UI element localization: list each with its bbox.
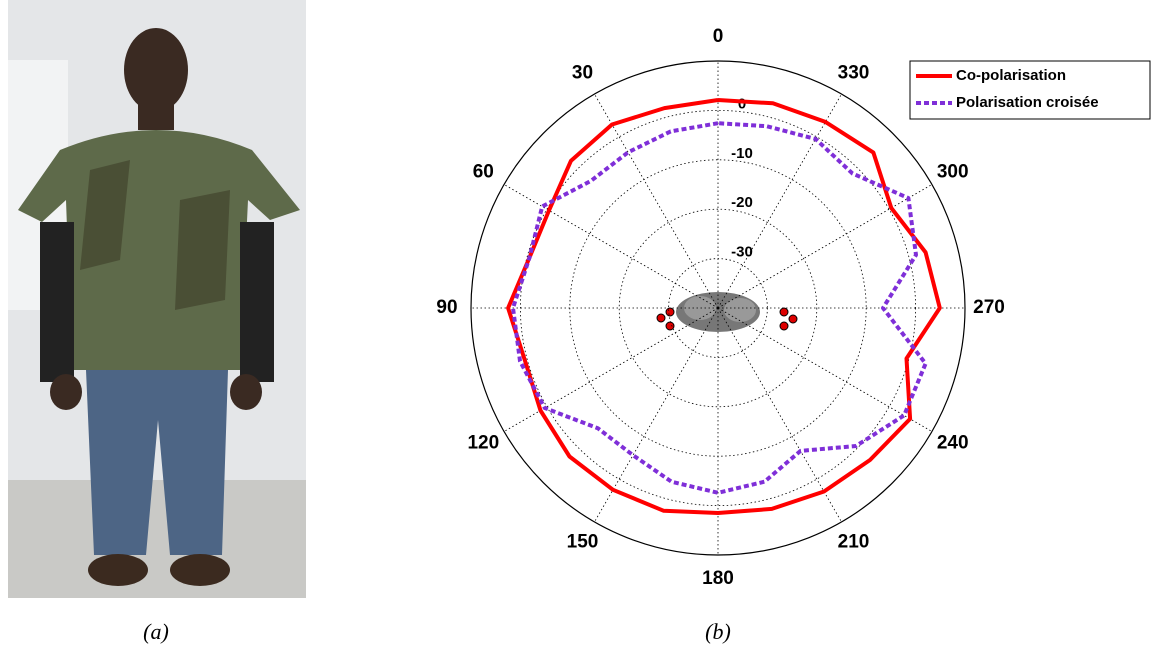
theta-tick-label: 180 [702, 568, 734, 589]
grid-spoke [717, 307, 842, 523]
r-tick-label: -10 [731, 145, 753, 162]
grid-spoke [717, 184, 933, 309]
legend-label: Polarisation croisée [956, 94, 1099, 111]
caption: (b) [705, 619, 731, 644]
grid-spoke [503, 184, 719, 309]
grid-spoke [594, 93, 719, 309]
theta-tick-label: 30 [572, 62, 593, 83]
photo [8, 0, 306, 598]
grid-spoke [503, 307, 719, 432]
theta-tick-label: 300 [937, 162, 969, 183]
legend-label: Co-polarisation [956, 67, 1066, 84]
theta-tick-label: 330 [838, 62, 870, 83]
series-line [506, 98, 942, 515]
grid-ring [520, 109, 917, 507]
series-line [511, 121, 928, 495]
polar-axes: -30 -20 -10 0 0 30 60 90 120 150 180 210 240 270 300 33… [436, 26, 1004, 589]
theta-tick-label: 120 [467, 433, 499, 454]
polar-frame [470, 60, 966, 556]
legend: Co-polarisation Polarisation croisée [909, 60, 1151, 120]
r-tick-label: 0 [738, 95, 746, 112]
grid-spoke [717, 93, 842, 309]
theta-tick-label: 240 [937, 433, 969, 454]
theta-tick-label: 60 [473, 162, 494, 183]
r-tick-label: -20 [731, 194, 753, 211]
grid-spoke [717, 307, 933, 432]
theta-tick-label: 150 [567, 532, 599, 553]
theta-tick-label: 270 [973, 297, 1005, 318]
legend-box [909, 60, 1151, 120]
theta-tick-label: 0 [713, 26, 724, 47]
caption: (a) [143, 619, 169, 644]
r-tick-label: -30 [731, 244, 753, 261]
body-model [656, 292, 798, 332]
grid-spoke [594, 307, 719, 523]
theta-tick-label: 210 [838, 532, 870, 553]
grid-ring [618, 208, 818, 408]
theta-tick-label: 90 [436, 297, 457, 318]
